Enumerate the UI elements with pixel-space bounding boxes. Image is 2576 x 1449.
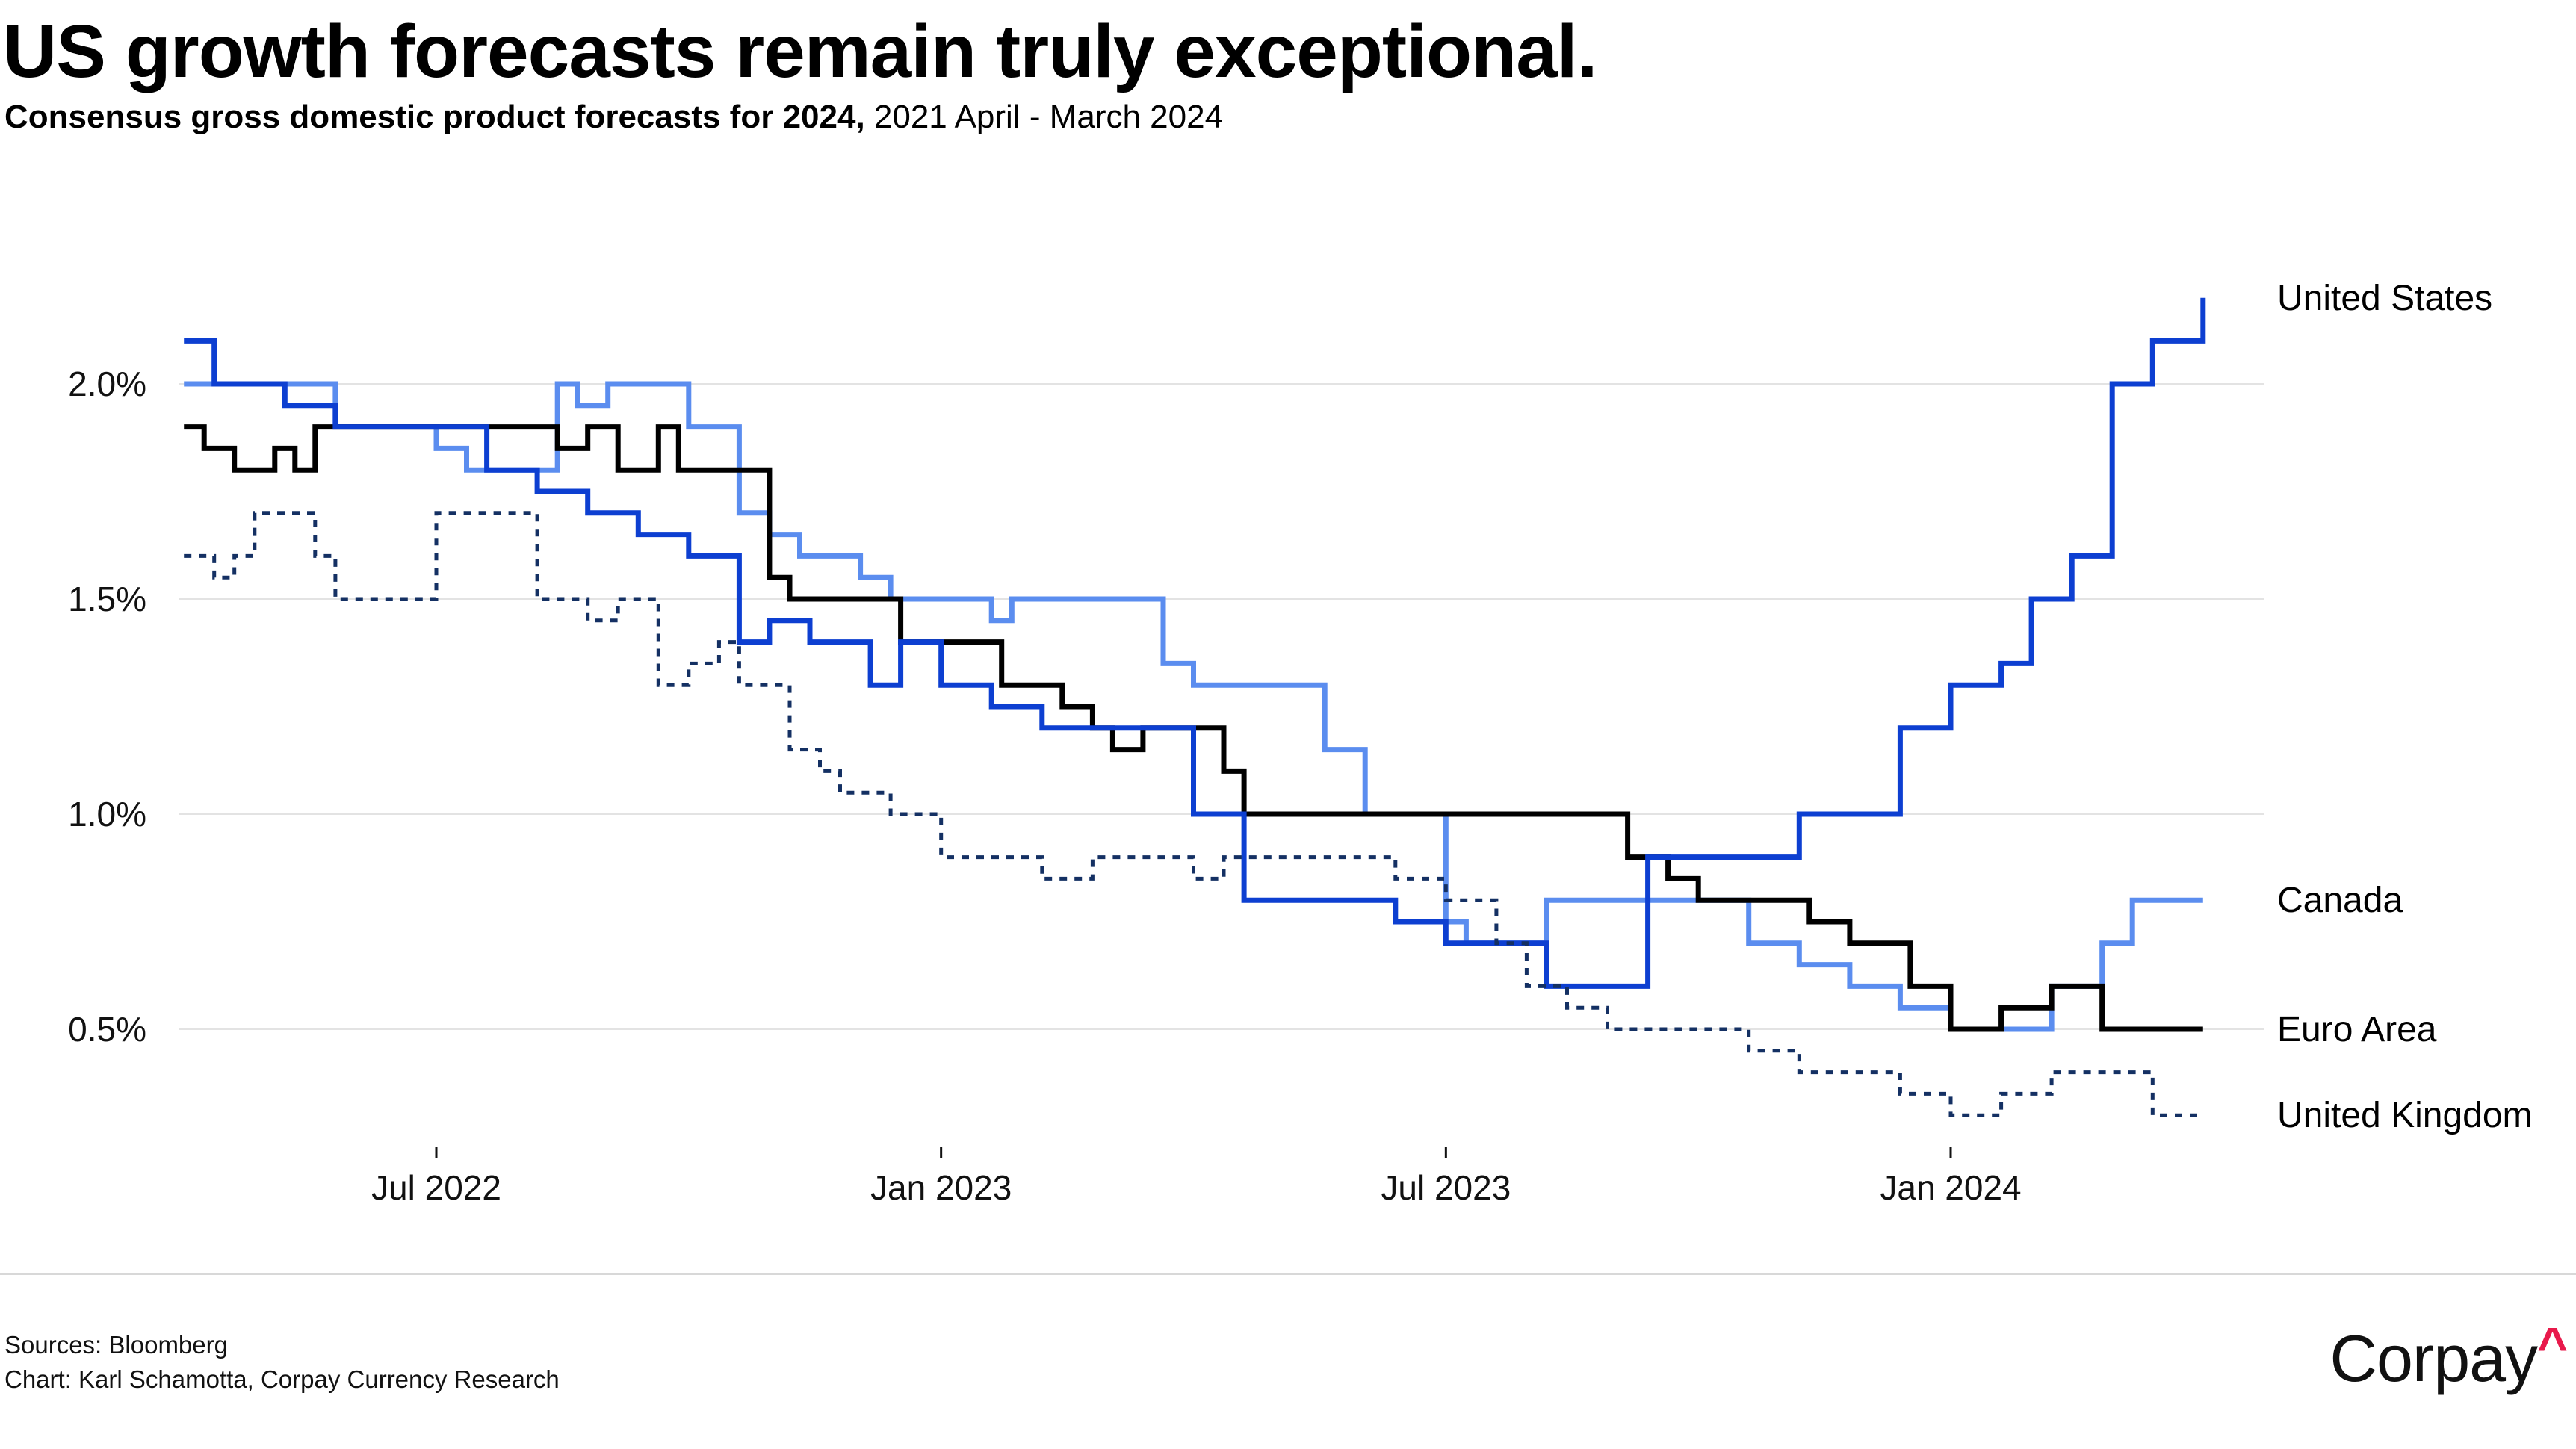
- sources-note: Sources: Bloomberg: [4, 1331, 228, 1359]
- series-line-canada: [184, 381, 2203, 1032]
- y-tick-label: 1.0%: [68, 795, 146, 834]
- series-label-euro-area: Euro Area: [2277, 1010, 2437, 1049]
- line-chart: 2.0% 1.5% 1.0% 0.5% Jul 2022 Jan 2023 Jul 2023…: [68, 279, 2533, 1207]
- x-tick-label: Jan 2023: [870, 1168, 1012, 1207]
- x-tick-label: Jul 2023: [1381, 1168, 1511, 1207]
- series-label-united-states: United States: [2277, 279, 2492, 318]
- logo-caret-icon: ^: [2537, 1317, 2568, 1375]
- series-label-united-kingdom: United Kingdom: [2277, 1096, 2533, 1135]
- series-line-united-kingdom: [184, 511, 2203, 1117]
- chart-subtitle: Consensus gross domestic product forecas…: [4, 99, 1223, 136]
- y-tick-label: 1.5%: [68, 580, 146, 618]
- footer-divider: [0, 1273, 2576, 1275]
- logo-text: Corpay: [2329, 1321, 2538, 1395]
- y-tick-label: 0.5%: [68, 1010, 146, 1049]
- x-tick-label: Jul 2022: [371, 1168, 501, 1207]
- series-label-canada: Canada: [2277, 881, 2403, 920]
- y-tick-label: 2.0%: [68, 364, 146, 403]
- chart-credit: Chart: Karl Schamotta, Corpay Currency R…: [4, 1365, 560, 1393]
- subtitle-rest: 2021 April - March 2024: [864, 99, 1224, 135]
- chart-title: US growth forecasts remain truly excepti…: [3, 10, 1597, 93]
- subtitle-bold: Consensus gross domestic product forecas…: [4, 99, 865, 135]
- corpay-logo: Corpay^: [2329, 1317, 2568, 1397]
- x-tick-label: Jan 2024: [1880, 1168, 2021, 1207]
- series-line-united-states: [184, 297, 2206, 989]
